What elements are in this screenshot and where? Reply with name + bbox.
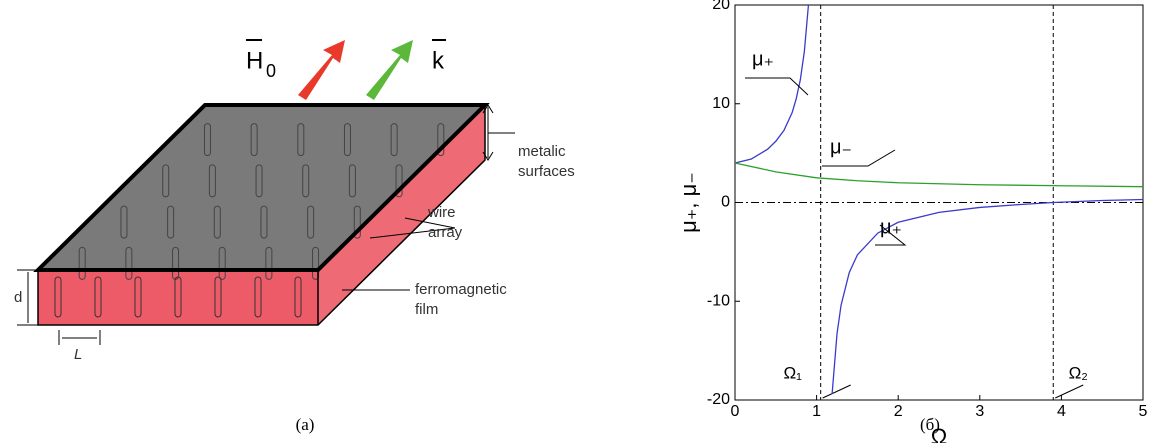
k-label: k [432, 47, 445, 74]
v-line-label: Ω₁ [783, 363, 802, 382]
d-label: d [14, 289, 22, 306]
annotation-pointer [745, 78, 808, 95]
y-axis-label: μ₊, μ₋ [676, 172, 701, 233]
caption: (б) [920, 415, 940, 434]
annotation: μ₊ [752, 48, 774, 70]
y-tick-label: 20 [712, 0, 730, 13]
film-label: film [415, 301, 438, 318]
y-tick-label: -20 [707, 391, 730, 408]
v-line-pointer [1055, 385, 1083, 398]
k-arrow [366, 40, 413, 100]
x-tick-label: 2 [894, 403, 903, 420]
x-tick-label: 0 [731, 403, 740, 420]
h-sub: 0 [266, 61, 276, 81]
caption: (a) [296, 415, 315, 434]
v-line-label: Ω₂ [1069, 363, 1088, 382]
y-tick-label: 10 [712, 95, 730, 112]
figure: H 0 k metalic surfaces wire array ferrom… [0, 0, 1156, 443]
surfaces-label: metalic [518, 143, 566, 160]
x-tick-label: 5 [1139, 403, 1148, 420]
annotation: μ₋ [830, 136, 852, 158]
surfaces-label: surfaces [518, 163, 575, 180]
wires-label: array [428, 224, 463, 241]
annotation: μ₊ [880, 216, 902, 238]
l-label: L [74, 346, 82, 363]
x-tick-label: 4 [1057, 403, 1066, 420]
v-line-pointer [823, 385, 851, 398]
y-tick-label: 0 [721, 194, 730, 211]
wires-label: wire [427, 204, 456, 221]
y-tick-label: -10 [707, 292, 730, 309]
curve [735, 163, 1143, 187]
diagram: H 0 k metalic surfaces wire array ferrom… [14, 40, 575, 434]
x-tick-label: 1 [812, 403, 821, 420]
curve [832, 200, 1143, 395]
h-label: H [246, 47, 263, 74]
h-arrow [298, 40, 345, 100]
x-tick-label: 3 [975, 403, 984, 420]
curve [735, 5, 808, 163]
surface-pointer [483, 105, 515, 160]
film-label: ferromagnetic [415, 281, 507, 298]
